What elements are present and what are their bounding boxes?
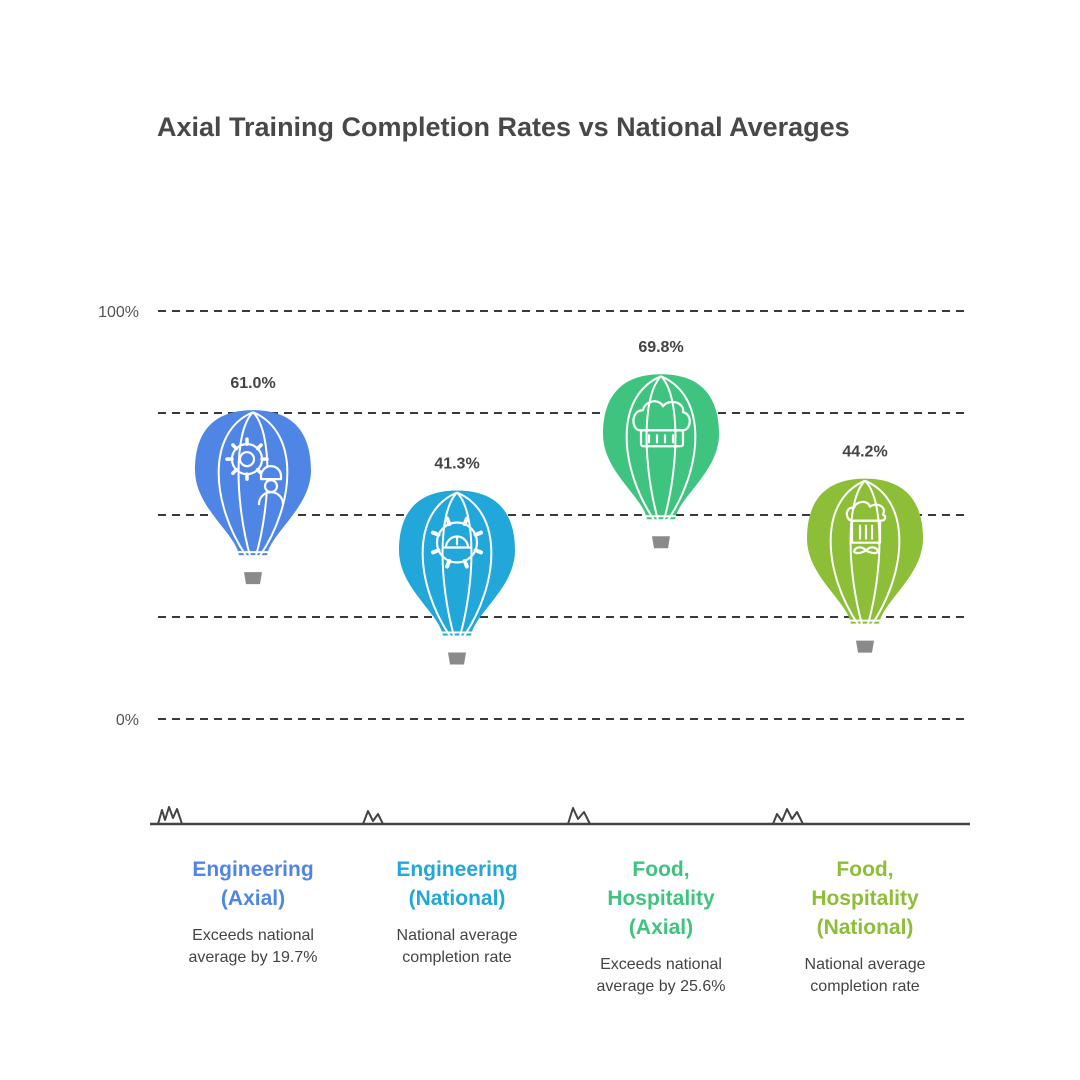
category-description-line: Exceeds national	[600, 956, 722, 973]
balloon-icon-group	[225, 437, 285, 506]
category-label: Food, Hospitality (Axial)	[561, 855, 761, 942]
balloon-basket	[652, 536, 670, 549]
grass-tuft	[772, 808, 804, 825]
category-description-line: Exceeds national	[192, 927, 314, 944]
category-description: National average completion rate	[357, 925, 557, 969]
category-label-line: Hospitality	[607, 887, 715, 910]
category-description-line: completion rate	[810, 978, 920, 995]
engineer-gear-icon	[225, 437, 285, 506]
balloon-mark: 44.2%	[807, 444, 923, 653]
value-label: 69.8%	[638, 339, 683, 356]
grass-tuft	[157, 806, 183, 825]
balloon-mark: 61.0%	[195, 375, 311, 585]
grass-tuft	[567, 807, 591, 825]
balloon-icon-group	[431, 516, 483, 569]
category-description-line: completion rate	[402, 949, 512, 966]
category-label-line: Engineering	[396, 858, 518, 881]
category-label-line: Hospitality	[811, 887, 919, 910]
chef-mustache-icon	[845, 500, 887, 555]
balloon-seams	[625, 375, 697, 521]
balloon-basket	[244, 572, 262, 585]
balloon-icon-group	[845, 500, 887, 555]
chart-title: Axial Training Completion Rates vs Natio…	[157, 112, 850, 142]
value-label: 44.2%	[842, 444, 887, 461]
value-label: 41.3%	[434, 455, 479, 472]
category-label-line: (National)	[408, 887, 506, 910]
category-label: Engineering (National)	[357, 855, 557, 913]
category-description: National average completion rate	[765, 954, 965, 998]
balloon-basket	[448, 652, 466, 665]
balloon-icon-group	[632, 400, 691, 448]
category-label: Engineering (Axial)	[153, 855, 353, 913]
balloon-mark: 69.8%	[603, 339, 719, 549]
chef-hat-icon	[632, 400, 691, 448]
category-description: Exceeds national average by 19.7%	[153, 925, 353, 969]
category-label-line: (Axial)	[628, 916, 694, 939]
category-label-line: Engineering	[192, 858, 314, 881]
category-description-line: National average	[396, 927, 518, 944]
category-label-line: Food,	[632, 858, 690, 881]
category-description-line: average by 25.6%	[596, 978, 726, 995]
balloon-mark: 41.3%	[399, 455, 515, 665]
category-description-line: average by 19.7%	[188, 949, 318, 966]
category-label: Food, Hospitality (National)	[765, 855, 965, 942]
category-label-line: (Axial)	[220, 887, 286, 910]
y-tick-label: 100%	[98, 304, 139, 321]
category-description-line: National average	[804, 956, 926, 973]
category-label-line: (National)	[816, 916, 914, 939]
value-label: 61.0%	[230, 375, 275, 392]
grass-tuft	[362, 810, 384, 825]
category-label-line: Food,	[836, 858, 894, 881]
balloon-basket	[856, 640, 874, 653]
balloon-envelope	[195, 410, 311, 557]
gear-hardhat-icon	[431, 516, 483, 569]
y-tick-label: 0%	[116, 712, 139, 729]
category-description: Exceeds national average by 25.6%	[561, 954, 761, 998]
balloon-seams	[421, 491, 493, 638]
